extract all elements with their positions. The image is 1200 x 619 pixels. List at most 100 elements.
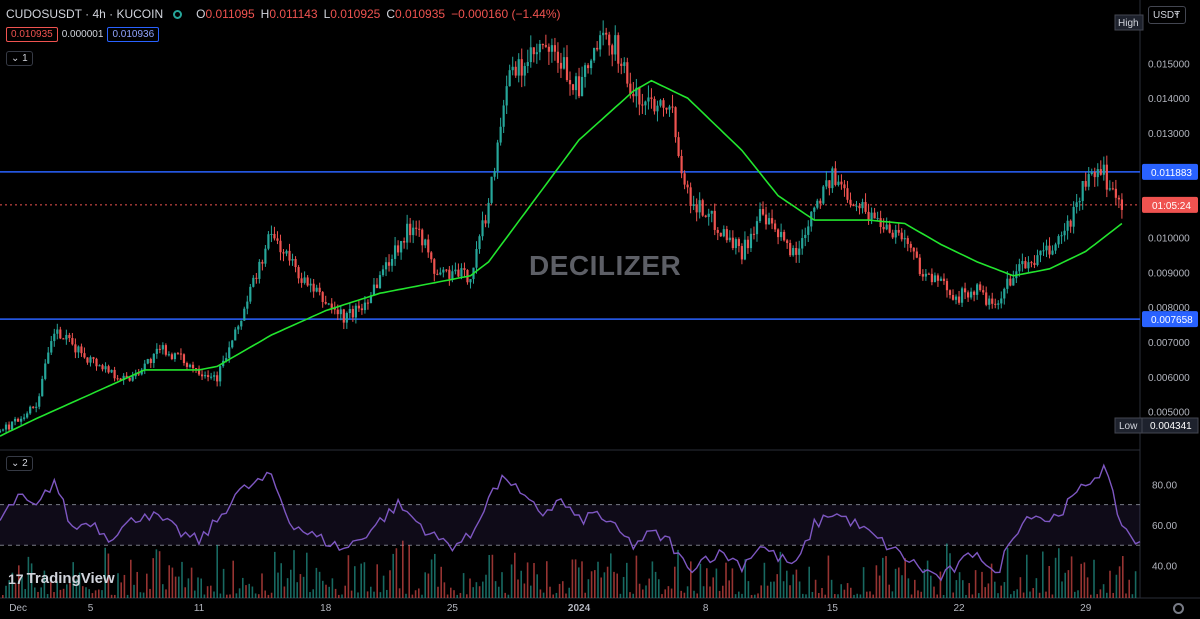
volume-bar (917, 590, 919, 598)
candle-body (912, 247, 915, 252)
candle-body (1036, 255, 1039, 265)
volume-bar (795, 569, 798, 598)
candle-body (312, 283, 315, 292)
currency-unit-select[interactable]: USDT (1148, 4, 1186, 24)
candle-body (846, 188, 849, 200)
candle-body (143, 363, 146, 370)
candle-body (605, 32, 608, 35)
volume-bar (475, 582, 478, 598)
candle-body (565, 57, 569, 81)
price-tick-label: 0.006000 (1148, 373, 1190, 384)
candle-body (635, 87, 638, 97)
ask-button[interactable]: 0.010936 (107, 27, 160, 42)
volume-bar (350, 590, 353, 598)
volume-bar (1035, 578, 1038, 598)
volume-bar (360, 563, 362, 598)
volume-bar (373, 591, 375, 598)
volume-bar (421, 594, 423, 598)
candle-body (119, 378, 122, 381)
candle-body (454, 269, 457, 272)
candle-body (191, 364, 195, 369)
volume-bar (1054, 557, 1057, 598)
candle-body (876, 218, 879, 220)
price-tick-label: 0.013000 (1148, 129, 1190, 140)
candle-body (659, 100, 662, 106)
volume-bar (24, 589, 26, 598)
candle-body (979, 284, 982, 291)
candle-body (559, 62, 563, 69)
candle-body (855, 205, 858, 207)
volume-bar (962, 580, 964, 598)
candle-body (903, 238, 906, 240)
pane1-collapse-button[interactable]: ⌄ 1 (6, 51, 33, 66)
volume-bar (104, 547, 106, 598)
candle-body (623, 62, 626, 66)
candle-body (74, 344, 77, 353)
candle-body (746, 239, 750, 249)
candle-body (258, 261, 261, 279)
volume-bar (315, 567, 318, 598)
volume-bar (203, 594, 206, 598)
candle-body (101, 365, 104, 370)
volume-bar (469, 578, 471, 598)
candle-body (155, 348, 158, 354)
candle-body (849, 199, 852, 205)
volume-bar (562, 581, 564, 598)
volume-bar (494, 581, 497, 598)
volume-bar (910, 594, 913, 598)
candle-body (146, 359, 149, 364)
candle-body (110, 369, 113, 373)
candle-body (297, 267, 300, 279)
candle-body (544, 45, 547, 47)
volume-bar (1125, 593, 1127, 598)
volume-bar (869, 591, 871, 598)
candle-body (62, 338, 65, 340)
volume-bar (85, 587, 87, 598)
candle-body (1054, 244, 1057, 251)
volume-bar (472, 587, 474, 598)
candle-body (430, 252, 433, 260)
volume-bar (232, 560, 234, 598)
candle-body (234, 329, 237, 341)
price-tick-label: 0.010000 (1148, 233, 1190, 244)
volume-bar (286, 578, 289, 598)
volume-bar (530, 585, 532, 598)
candle-body (861, 202, 864, 209)
candle-body (68, 334, 71, 339)
tv-logo-icon: 17 (8, 570, 24, 587)
candle-body (692, 204, 695, 206)
candle-body (780, 231, 783, 238)
volume-bar (485, 574, 487, 598)
candle-body (20, 418, 23, 422)
rsi-band (0, 504, 1140, 546)
symbol-title[interactable]: CUDOSUSDT · 4h · KUCOIN (6, 7, 164, 21)
candle-body (535, 52, 538, 55)
gear-icon[interactable] (1173, 603, 1184, 614)
volume-bar (776, 574, 778, 598)
candle-body (577, 76, 581, 97)
candle-body (309, 283, 312, 286)
volume-bar (136, 571, 138, 598)
candle-body (83, 353, 86, 358)
level-label-bg (1142, 163, 1198, 180)
candle-body (767, 218, 771, 225)
volume-bar (82, 586, 84, 598)
pane2-collapse-button[interactable]: ⌄ 2 (6, 456, 33, 471)
price-tick-label: 0.007000 (1148, 338, 1190, 349)
candle-body (755, 221, 759, 235)
candle-body (529, 47, 532, 63)
tradingview-logo[interactable]: 17 TradingView (8, 570, 115, 587)
candle-body (508, 70, 511, 87)
candle-body (710, 210, 713, 214)
volume-bar (626, 562, 628, 598)
volume-bar (66, 584, 68, 598)
volume-bar (770, 581, 772, 598)
volume-bar (174, 576, 177, 598)
candle-body (695, 204, 698, 213)
candle-body (1030, 262, 1033, 264)
level-label: 0.007658 (1151, 315, 1193, 326)
bid-button[interactable]: 0.010935 (6, 27, 58, 42)
candle-body (38, 396, 41, 407)
volume-bar (168, 565, 170, 598)
